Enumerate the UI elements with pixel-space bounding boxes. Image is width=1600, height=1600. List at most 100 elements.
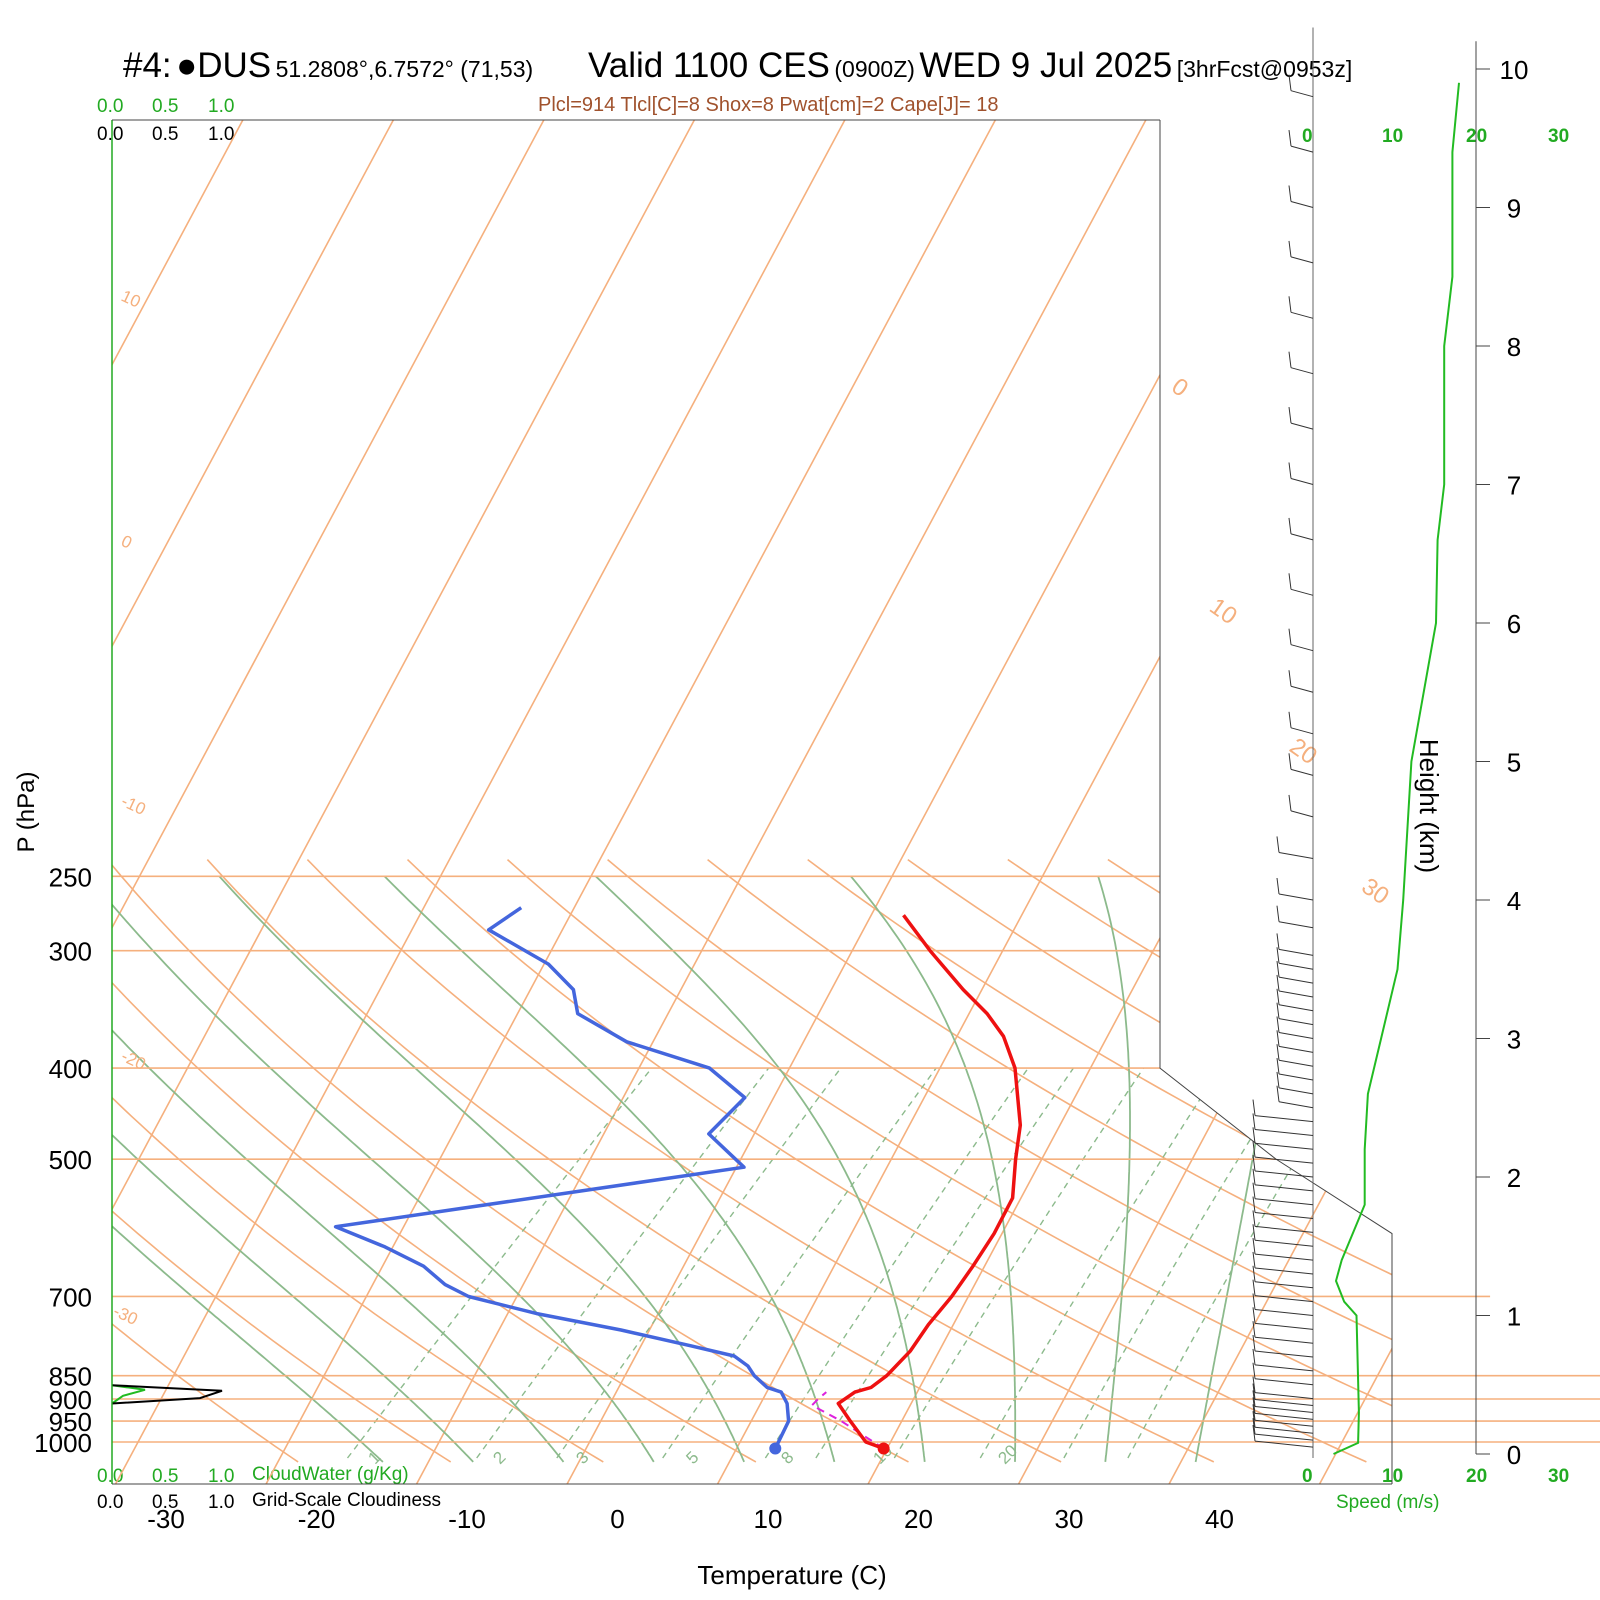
wind-barb	[1254, 1440, 1314, 1448]
wind-barb-flag	[1252, 1251, 1256, 1269]
wind-barb	[1278, 1059, 1314, 1067]
height-tick-label: 9	[1507, 194, 1521, 224]
dry-adiabat-line	[206, 859, 1062, 1463]
moist-adiabat-line	[1097, 876, 1131, 1462]
wind-barb	[1254, 1350, 1314, 1358]
mixing-ratio-line	[662, 1067, 937, 1459]
wind-barb-flag	[1252, 1141, 1256, 1158]
wind-barb	[1254, 1426, 1314, 1434]
isotherm-label: -30	[110, 1301, 140, 1329]
wind-barb	[1254, 1295, 1314, 1303]
isotherm-line	[112, 120, 244, 1484]
dry-adiabat-line	[112, 859, 909, 1463]
moist-adiabat-line	[850, 875, 1017, 1462]
x-tick-label: 20	[904, 1504, 933, 1534]
wind-barb	[1290, 145, 1314, 153]
wind-barb	[1254, 1433, 1314, 1441]
wind-barb	[1254, 1115, 1314, 1123]
wind-barb-flag	[1252, 1168, 1256, 1185]
wind-barb-flag	[1288, 628, 1292, 645]
moist-adiabat-line	[595, 875, 926, 1462]
wind-barb	[1254, 1142, 1314, 1150]
wind-barb-flag	[1252, 1321, 1256, 1338]
mixing-ratio-line	[893, 1067, 1145, 1459]
wind-barb	[1254, 1419, 1314, 1427]
x-tick-label: 40	[1205, 1504, 1234, 1534]
wind-barb-flag	[1252, 1390, 1256, 1407]
wind-barb	[1278, 921, 1314, 929]
speed-tick-bottom-3: 30	[1548, 1466, 1570, 1487]
wind-barb	[1254, 1198, 1314, 1206]
isotherm-label: 0	[118, 531, 135, 552]
cloudiness-scale-bottom-2: 1.0	[208, 1492, 235, 1513]
right-boundary-line	[1159, 120, 1393, 1484]
wind-barb-flag	[1252, 1425, 1256, 1442]
wind-barb-flag	[1252, 1307, 1256, 1324]
wind-barb	[1278, 1032, 1314, 1039]
stability-indices: Plcl=914 Tlcl[C]=8 Shox=8 Pwat[cm]=2 Cap…	[538, 94, 999, 116]
x-tick-label: -20	[298, 1504, 336, 1534]
valid-line: Valid 1100 CES (0900Z) WED 9 Jul 2025 [3…	[588, 46, 1352, 86]
zulu-time: (0900Z)	[834, 56, 915, 82]
wind-barb-flag	[1276, 974, 1280, 992]
wind-barb	[1254, 1399, 1314, 1407]
wind-barb-flag	[1252, 1376, 1256, 1393]
wind-barb-flag	[1288, 753, 1292, 770]
speed-tick-bottom-0: 0	[1302, 1466, 1313, 1487]
wind-barb-flag	[1288, 711, 1292, 728]
wind-barb-flag	[1288, 74, 1292, 91]
wind-barb	[1254, 1364, 1314, 1372]
mixing-ratio-line	[815, 1067, 1074, 1459]
wind-barb	[1254, 1156, 1314, 1164]
wind-barb	[1254, 1253, 1314, 1261]
height-tick-label: 1	[1507, 1302, 1521, 1332]
wind-barb-flag	[1288, 351, 1292, 368]
dry-adiabat-line	[112, 859, 604, 1463]
cloudiness-line	[111, 1384, 223, 1405]
cloudwater-scale-bottom-1: 0.5	[152, 1466, 179, 1487]
wind-barb	[1278, 1045, 1314, 1053]
height-tick-label: 5	[1507, 748, 1521, 778]
x-tick-label: -10	[448, 1504, 486, 1534]
surface-dewpoint-point	[769, 1442, 782, 1455]
moist-adiabat-line	[112, 875, 384, 1463]
wind-barb	[1290, 768, 1314, 776]
wind-barb	[1290, 422, 1314, 430]
wind-barb-flag	[1288, 517, 1292, 534]
wind-barb-flag	[1252, 1418, 1256, 1435]
wind-barb	[1254, 1170, 1314, 1178]
wind-barb-flag	[1252, 1224, 1256, 1241]
wind-barb	[1290, 256, 1314, 264]
wind-barb	[1254, 1212, 1314, 1220]
wind-barb-flag	[1276, 947, 1280, 964]
pressure-tick-label: 300	[49, 937, 92, 967]
wind-barb-flag	[1288, 462, 1292, 479]
wind-speed-line	[1333, 82, 1460, 1455]
dry-adiabat-line	[807, 858, 1392, 1463]
height-tick-label: 7	[1507, 471, 1521, 501]
dry-adiabat-line	[306, 859, 1215, 1463]
wind-barb	[1254, 1281, 1314, 1289]
wind-barb	[1278, 1087, 1314, 1095]
height-axis-label: Height (km)	[1414, 739, 1444, 873]
dry-adiabat-line	[1307, 858, 1392, 1463]
wind-barb-flag	[1276, 1085, 1280, 1102]
isotherm-label: 10	[1205, 593, 1242, 630]
station-marker-icon: ●	[176, 46, 198, 85]
wind-barb	[1278, 948, 1314, 956]
valid-time: Valid 1100 CES	[588, 46, 830, 85]
wind-barb	[1290, 685, 1314, 693]
moist-adiabat-line	[112, 875, 565, 1463]
pressure-tick-label: 900	[49, 1385, 92, 1415]
wind-barb-flag	[1288, 240, 1292, 257]
height-tick-label: 10	[1500, 55, 1529, 85]
moist-adiabat-line	[383, 875, 836, 1463]
wind-barb	[1290, 478, 1314, 485]
height-tick-label: 4	[1507, 886, 1521, 916]
wind-barb	[1254, 1322, 1314, 1330]
isotherm-label: 0	[1167, 373, 1193, 403]
wind-barb	[1290, 810, 1314, 818]
isotherm-line	[112, 120, 545, 1484]
wind-barb	[1254, 1225, 1314, 1233]
